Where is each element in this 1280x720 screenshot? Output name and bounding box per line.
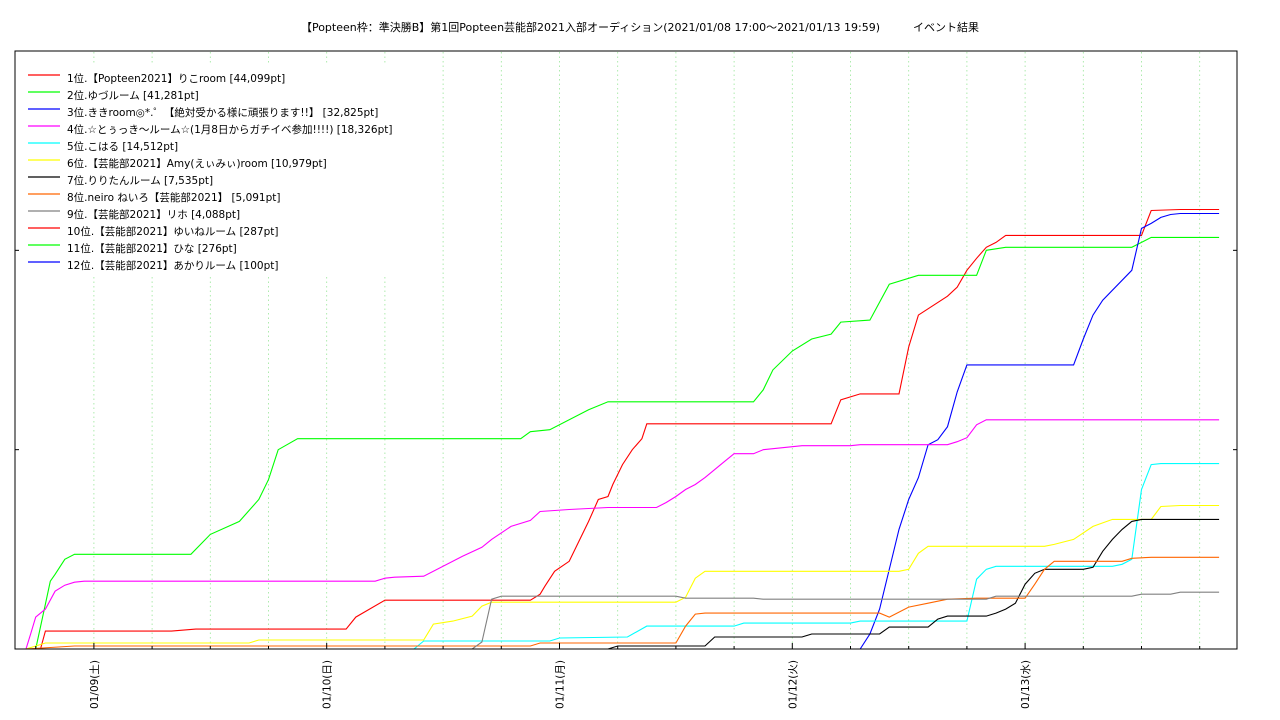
legend-entry: 6位.【芸能部2021】Amy(えぃみぃ)room [10,979pt] <box>67 157 327 170</box>
chart-title: 【Popteen枠：準決勝B】第1回Popteen芸能部2021入部オーディショ… <box>300 21 980 34</box>
series-line-2 <box>26 236 1220 650</box>
legend-entry: 3位.ききroom◎*.゜【絶対受かる様に頑張ります!!】 [32,825pt] <box>67 106 378 119</box>
plot-frame <box>14 50 1238 650</box>
x-tick-label: 01/12(火) <box>787 660 799 709</box>
legend-entry: 7位.りりたんルーム [7,535pt] <box>67 174 213 187</box>
x-tick-label: 01/09(土) <box>88 660 101 709</box>
series-line-4 <box>25 419 1220 650</box>
series-line-7 <box>26 518 1220 650</box>
series-line-3 <box>26 212 1220 650</box>
legend: 1位.【Popteen2021】りこroom [44,099pt] 2位.ゆづルー… <box>22 65 402 275</box>
legend-entry: 1位.【Popteen2021】りこroom [44,099pt] <box>67 72 285 85</box>
series-line-8 <box>25 556 1220 650</box>
x-tick-label: 01/13(水) <box>1020 660 1032 709</box>
series-lines <box>25 208 1220 650</box>
series-line-9 <box>26 591 1220 650</box>
axis-ticks: 01/09(土) 01/10(日) 01/11(月) 01/12(火) 01/13(水) <box>15 249 1237 709</box>
legend-entry: 2位.ゆづルーム [41,281pt] <box>67 89 199 102</box>
legend-entry: 9位.【芸能部2021】リホ [4,088pt] <box>67 208 240 221</box>
series-line-1 <box>26 208 1220 650</box>
series-line-6 <box>25 504 1220 650</box>
legend-entry: 4位.☆とぅっき〜ルーム☆(1月8日からガチイベ参加!!!!) [18,326p… <box>67 123 392 136</box>
legend-entry: 10位.【芸能部2021】ゆいねルーム [287pt] <box>67 225 278 238</box>
series-line-5 <box>26 463 1220 650</box>
legend-background <box>22 65 402 275</box>
legend-entry: 11位.【芸能部2021】ひな [276pt] <box>67 242 237 255</box>
legend-entry: 5位.こはる [14,512pt] <box>67 140 178 153</box>
legend-entry: 8位.neiro ねいろ【芸能部2021】 [5,091pt] <box>67 191 281 204</box>
x-tick-label: 01/10(日) <box>322 660 334 709</box>
x-tick-label: 01/11(月) <box>555 660 567 709</box>
legend-entry: 12位.【芸能部2021】あかりルーム [100pt] <box>67 259 278 272</box>
